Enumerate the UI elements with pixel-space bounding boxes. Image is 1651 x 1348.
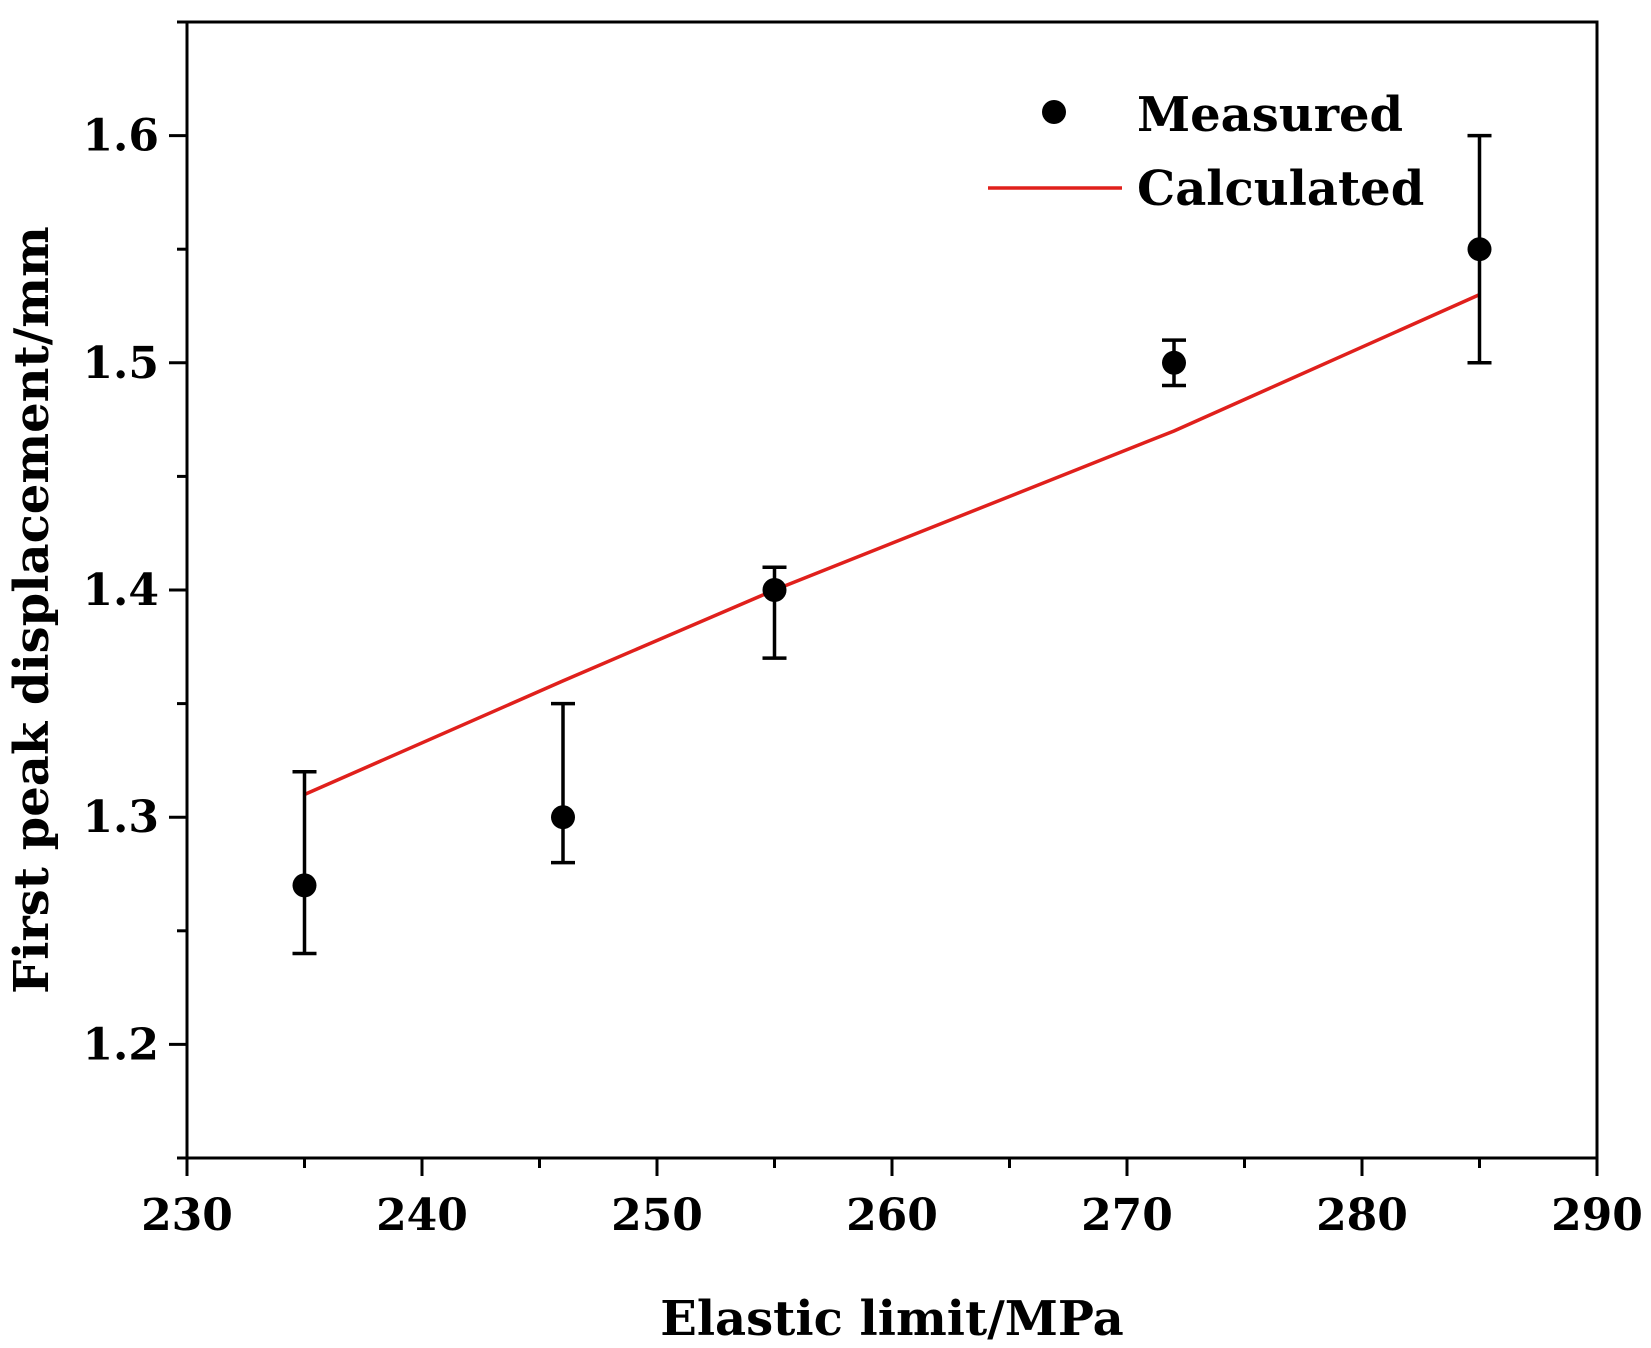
measured-point xyxy=(1162,350,1186,375)
measured-point xyxy=(551,805,575,830)
y-tick-label: 1.5 xyxy=(82,338,159,389)
y-tick-label: 1.2 xyxy=(82,1019,159,1070)
x-tick-label: 250 xyxy=(611,1190,703,1241)
y-axis: 1.2 1.3 1.4 1.5 1.6 xyxy=(82,20,187,1160)
measured-point-group xyxy=(1467,133,1492,365)
y-tick-label: 1.6 xyxy=(82,111,159,162)
legend: Measured Calculated xyxy=(988,87,1424,217)
measured-point-group xyxy=(292,770,317,956)
measured-point-group xyxy=(762,565,787,660)
legend-marker-measured xyxy=(1042,100,1066,124)
measured-point xyxy=(292,873,317,898)
legend-label-measured: Measured xyxy=(1137,87,1403,143)
series-layer xyxy=(292,133,1492,956)
y-axis-title: First peak displacement/mm xyxy=(4,226,60,994)
y-tick-label: 1.4 xyxy=(82,565,159,616)
legend-label-calculated: Calculated xyxy=(1137,161,1424,217)
x-axis-title: Elastic limit/MPa xyxy=(660,1291,1124,1347)
measured-point-group xyxy=(551,701,575,865)
x-axis: 230 240 250 260 270 280 290 xyxy=(141,1158,1643,1241)
x-tick-label: 280 xyxy=(1316,1190,1408,1241)
measured-point xyxy=(1467,237,1492,262)
x-tick-label: 240 xyxy=(376,1190,468,1241)
calculated-line xyxy=(303,293,1481,797)
measured-point-group xyxy=(1162,338,1186,388)
x-tick-label: 270 xyxy=(1081,1190,1173,1241)
x-tick-label: 290 xyxy=(1551,1190,1643,1241)
y-tick-label: 1.3 xyxy=(82,792,159,843)
measured-point xyxy=(762,578,787,602)
x-tick-label: 260 xyxy=(846,1190,938,1241)
x-tick-label: 230 xyxy=(141,1190,233,1241)
